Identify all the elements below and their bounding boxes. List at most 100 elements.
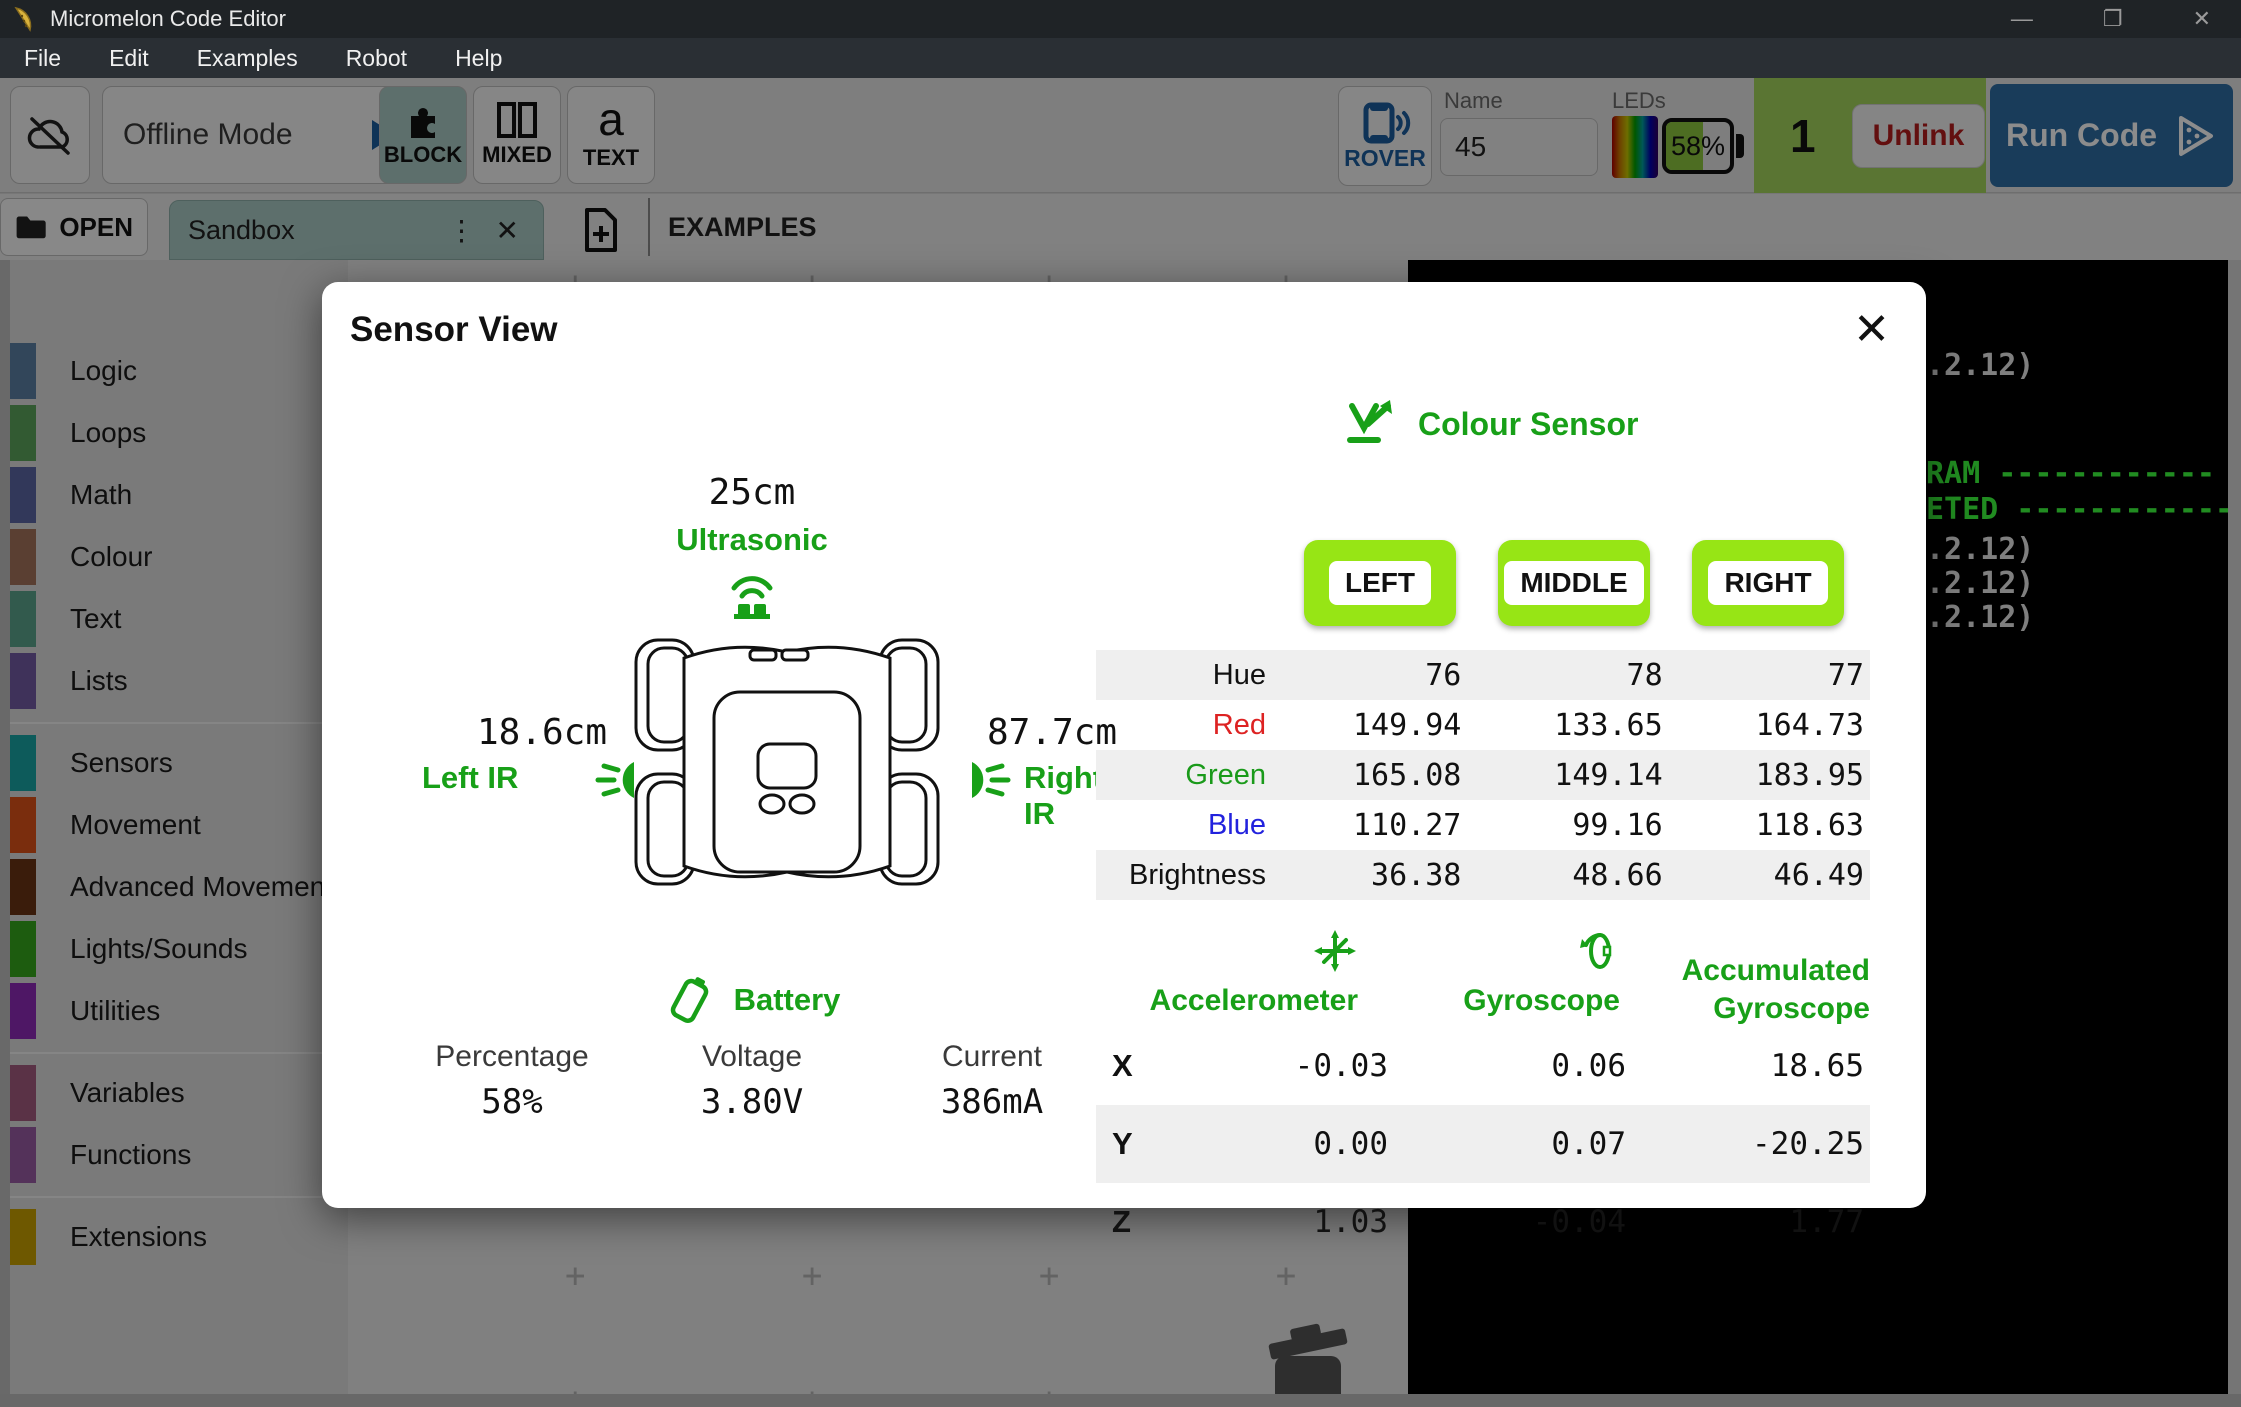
new-file-button[interactable] bbox=[572, 204, 630, 256]
app-logo-icon bbox=[14, 6, 32, 32]
minimize-button[interactable]: — bbox=[2010, 6, 2033, 31]
table-row: Red 149.94 133.65 164.73 bbox=[1212, 707, 1864, 743]
menu-help[interactable]: Help bbox=[455, 44, 503, 71]
unlink-button[interactable]: Unlink bbox=[1851, 103, 1986, 168]
accelerometer-header: Accelerometer bbox=[1096, 930, 1358, 1027]
run-code-button[interactable]: Run Code bbox=[1990, 84, 2233, 187]
colour-swatch-middle[interactable]: MIDDLE bbox=[1498, 540, 1650, 626]
close-button[interactable]: ✕ bbox=[2192, 6, 2211, 31]
battery-percentage: Percentage 58% bbox=[435, 1040, 589, 1122]
split-columns-icon bbox=[497, 102, 537, 138]
tab-menu-icon[interactable]: ⋮ bbox=[447, 214, 476, 246]
block-toolbox: Logic Loops Math Colour Text Lists Sensors Move… bbox=[10, 260, 348, 1394]
battery-fill bbox=[1666, 122, 1704, 170]
rover-button[interactable]: ROVER bbox=[1338, 86, 1432, 186]
battery-icon bbox=[670, 977, 708, 1023]
toolbox-separator bbox=[10, 1196, 348, 1198]
menu-robot[interactable]: Robot bbox=[345, 44, 408, 71]
title-bar: Micromelon Code Editor — ❐ ✕ bbox=[0, 0, 2241, 38]
colour-values-table: Hue 76 78 77 Red 149.94 133.65 164.73 Gr… bbox=[1096, 650, 1870, 900]
sensor-view-dialog: Sensor View ✕ 25cm Ultrasonic bbox=[322, 282, 1926, 1240]
link-number: 1 bbox=[1790, 109, 1816, 162]
toolbox-separator bbox=[10, 1052, 348, 1054]
tab-close-icon[interactable]: ✕ bbox=[495, 214, 519, 246]
sidebar-item-lights-sounds[interactable]: Lights/Sounds bbox=[10, 920, 348, 978]
sidebar-item-label: Lights/Sounds bbox=[70, 933, 248, 964]
sidebar-item-lists[interactable]: Lists bbox=[10, 652, 348, 710]
console-line: .2.12) bbox=[1926, 532, 2035, 567]
name-label: Name bbox=[1444, 88, 1503, 113]
sidebar-item-extensions[interactable]: Extensions bbox=[10, 1208, 348, 1266]
battery-voltage: Voltage 3.80V bbox=[700, 1040, 804, 1122]
colour-swatch-right[interactable]: RIGHT bbox=[1692, 540, 1844, 626]
mode-block-button[interactable]: BLOCK bbox=[379, 86, 467, 184]
vertical-scrollbar[interactable] bbox=[2228, 260, 2241, 1394]
category-color-strip bbox=[10, 591, 36, 647]
sidebar-item-label: Logic bbox=[70, 355, 137, 386]
colour-swatch-right-label: RIGHT bbox=[1708, 561, 1828, 605]
right-ir-icon bbox=[972, 762, 1011, 798]
sidebar-item-loops[interactable]: Loops bbox=[10, 404, 348, 462]
rover-name-input[interactable]: 45 bbox=[1440, 118, 1598, 176]
right-ir-distance: 87.7cm bbox=[986, 712, 1118, 753]
colour-swatch-middle-label: MIDDLE bbox=[1504, 561, 1644, 605]
menu-file[interactable]: File bbox=[24, 44, 62, 71]
console-line: .2.12) bbox=[1926, 600, 2035, 635]
left-ir-distance: 18.6cm bbox=[476, 712, 608, 753]
gyroscope-header: Gyroscope bbox=[1358, 930, 1620, 1027]
console-line: RAM ------------ bbox=[1926, 456, 2215, 491]
open-label: OPEN bbox=[59, 211, 133, 242]
category-color-strip bbox=[10, 797, 36, 853]
battery-indicator: 58% bbox=[1662, 118, 1734, 174]
sidebar-item-label: Movement bbox=[70, 809, 201, 840]
colour-swatch-left[interactable]: LEFT bbox=[1304, 540, 1456, 626]
sidebar-item-logic[interactable]: Logic bbox=[10, 342, 348, 400]
sidebar-item-math[interactable]: Math bbox=[10, 466, 348, 524]
app-content: Offline Mode BLOCK MIXED a TEXT bbox=[0, 78, 2241, 1407]
tab-divider bbox=[648, 198, 650, 256]
link-panel: 1 Unlink bbox=[1754, 78, 1986, 193]
sidebar-item-advanced-movement[interactable]: Advanced Movement bbox=[10, 858, 348, 916]
sidebar-item-functions[interactable]: Functions bbox=[10, 1126, 348, 1184]
right-ir-label: Right IR bbox=[1024, 760, 1104, 831]
menu-examples[interactable]: Examples bbox=[196, 44, 298, 71]
dialog-close-button[interactable]: ✕ bbox=[1853, 305, 1890, 354]
toolbox-separator bbox=[10, 722, 348, 724]
mode-text-button[interactable]: a TEXT bbox=[567, 86, 655, 184]
mode-text-label: TEXT bbox=[582, 144, 640, 170]
toolbox-gutter bbox=[0, 260, 10, 1394]
colour-sensor-icon bbox=[1347, 400, 1392, 443]
unlink-label: Unlink bbox=[1872, 118, 1965, 152]
play-icon bbox=[2179, 115, 2214, 156]
sidebar-item-label: Lists bbox=[70, 665, 128, 696]
sidebar-item-text[interactable]: Text bbox=[10, 590, 348, 648]
restore-button[interactable]: ❐ bbox=[2102, 6, 2123, 31]
window-title: Micromelon Code Editor bbox=[50, 6, 286, 31]
open-button[interactable]: OPEN bbox=[0, 198, 148, 256]
table-row: Blue 110.27 99.16 118.63 bbox=[1207, 807, 1864, 843]
sidebar-item-label: Utilities bbox=[70, 995, 161, 1026]
connection-cloud-button[interactable] bbox=[10, 86, 90, 184]
leds-color-swatch[interactable] bbox=[1612, 116, 1658, 178]
tab-sandbox[interactable]: Sandbox ⋮ ✕ bbox=[169, 200, 544, 260]
menu-edit[interactable]: Edit bbox=[109, 44, 149, 71]
sidebar-item-utilities[interactable]: Utilities bbox=[10, 982, 348, 1040]
table-row: Y 0.00 0.07 -20.25 bbox=[1096, 1105, 1870, 1183]
trash-icon[interactable] bbox=[1253, 1322, 1363, 1394]
sidebar-item-label: Text bbox=[70, 603, 122, 634]
sidebar-item-colour[interactable]: Colour bbox=[10, 528, 348, 586]
sidebar-item-variables[interactable]: Variables bbox=[10, 1064, 348, 1122]
mode-mixed-button[interactable]: MIXED bbox=[473, 86, 561, 184]
connection-mode-dropdown[interactable]: Offline Mode bbox=[102, 86, 417, 184]
examples-label[interactable]: EXAMPLES bbox=[668, 212, 817, 242]
sidebar-item-movement[interactable]: Movement bbox=[10, 796, 348, 854]
accumulated-gyroscope-header: Accumulated Gyroscope bbox=[1681, 954, 1870, 1025]
sidebar-item-label: Functions bbox=[70, 1139, 192, 1170]
battery-section-label: Battery bbox=[733, 982, 841, 1017]
sidebar-item-label: Extensions bbox=[70, 1221, 207, 1252]
console-line: .2.12) bbox=[1926, 348, 2035, 383]
battery-nub bbox=[1736, 134, 1744, 158]
sidebar-item-sensors[interactable]: Sensors bbox=[10, 734, 348, 792]
leds-label: LEDs bbox=[1612, 88, 1666, 113]
tab-title: Sandbox bbox=[188, 214, 295, 245]
